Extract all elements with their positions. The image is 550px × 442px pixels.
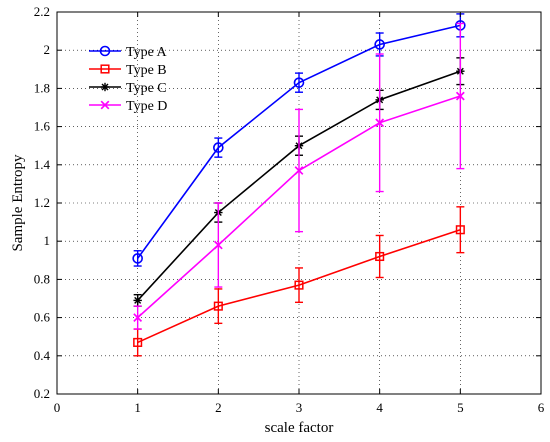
y-tick-label: 0.8: [34, 271, 50, 286]
data-point: [294, 166, 304, 175]
y-tick-label: 2: [44, 42, 51, 57]
data-point: [294, 280, 304, 290]
data-point: [132, 253, 143, 264]
data-point: [133, 296, 142, 305]
error-bar: [456, 206, 465, 254]
y-tick-label: 2.2: [34, 4, 50, 19]
y-tick-label: 1.2: [34, 195, 50, 210]
data-point: [293, 77, 305, 88]
x-tick-label: 0: [54, 400, 61, 415]
data-point: [213, 142, 224, 153]
y-axis-label: Sample Entropy: [10, 154, 26, 252]
error-bar: [214, 137, 223, 158]
legend: Type A Type B Type C Type D: [89, 45, 168, 114]
legend-label: Type A: [126, 45, 168, 60]
error-bar: [295, 267, 303, 304]
legend-label: Type B: [126, 63, 167, 78]
error-bar: [133, 250, 142, 267]
x-tick-label: 2: [215, 400, 222, 415]
legend-marker: [100, 64, 110, 74]
data-point: [375, 251, 385, 262]
data-point: [133, 337, 143, 347]
data-point: [213, 240, 223, 250]
legend-item: Type C: [89, 81, 167, 96]
error-bar: [375, 234, 384, 279]
data-point: [455, 91, 465, 101]
error-bar: [295, 72, 303, 93]
series-type-d: [133, 22, 465, 330]
data-point: [375, 118, 385, 128]
y-tick-label: 1.8: [34, 80, 50, 95]
y-tick-label: 1.4: [34, 157, 51, 172]
legend-item: Type D: [89, 99, 167, 114]
y-tick-label: 1.6: [34, 119, 51, 134]
x-tick-label: 5: [457, 400, 464, 415]
legend-label: Type C: [126, 81, 167, 96]
y-tick-label: 1: [44, 233, 51, 248]
x-tick-label: 4: [376, 400, 383, 415]
series-type-b: [133, 206, 465, 357]
y-tick-label: 0.6: [34, 310, 51, 325]
legend-item: Type B: [89, 63, 167, 78]
x-tick-label: 3: [296, 400, 303, 415]
x-tick-label: 6: [538, 400, 545, 415]
y-tick-label: 0.2: [34, 386, 50, 401]
legend-marker: [99, 45, 111, 57]
error-bar: [214, 288, 223, 325]
data-point: [455, 225, 465, 235]
legend-item: Type A: [89, 45, 168, 60]
axis-ticks: [56, 11, 542, 395]
legend-label: Type D: [126, 99, 167, 114]
y-tick-label: 0.4: [34, 348, 51, 363]
error-bar: [133, 328, 142, 357]
legend-marker: [100, 100, 110, 110]
data-point: [133, 313, 143, 323]
tick-labels: 0 1 2 3 4 5 6 0.2 0.4 0.6 0.8 1 1.2 1.4 1.6 1.8 2 2.2: [34, 4, 545, 415]
x-axis-label: scale factor: [265, 420, 334, 436]
legend-marker: [100, 82, 110, 92]
data-point: [213, 301, 223, 311]
data-point: [374, 39, 385, 50]
x-tick-label: 1: [134, 400, 141, 415]
